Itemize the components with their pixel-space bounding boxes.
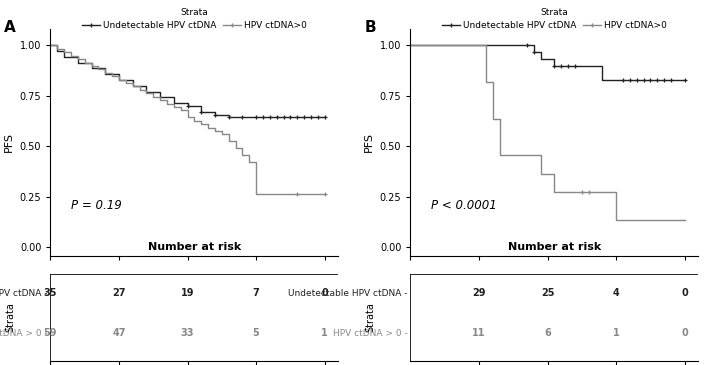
Text: 47: 47 [112,328,126,338]
Text: Number at risk: Number at risk [148,242,241,252]
Text: 33: 33 [181,328,194,338]
Legend: Undetectable HPV ctDNA, HPV ctDNA>0: Undetectable HPV ctDNA, HPV ctDNA>0 [78,4,310,34]
Text: HPV ctDNA > 0 -: HPV ctDNA > 0 - [0,329,48,338]
Text: P = 0.19: P = 0.19 [71,199,121,212]
Text: 6: 6 [544,328,551,338]
Text: 1: 1 [321,328,328,338]
Text: 0: 0 [321,288,328,298]
Text: 7: 7 [253,288,259,298]
Text: Undetectable HPV ctDNA -: Undetectable HPV ctDNA - [0,288,48,297]
Text: 25: 25 [541,288,554,298]
Text: Undetectable HPV ctDNA -: Undetectable HPV ctDNA - [288,288,408,297]
Text: 29: 29 [472,288,486,298]
Text: Number at risk: Number at risk [508,242,601,252]
Text: 1: 1 [613,328,619,338]
Text: B: B [364,20,376,35]
Y-axis label: PFS: PFS [364,132,374,152]
Text: 59: 59 [44,328,57,338]
Legend: Undetectable HPV ctDNA, HPV ctDNA>0: Undetectable HPV ctDNA, HPV ctDNA>0 [438,4,670,34]
Text: 0: 0 [681,288,688,298]
Text: Strata: Strata [365,303,375,333]
Text: 35: 35 [44,288,57,298]
Text: 11: 11 [472,328,486,338]
Y-axis label: PFS: PFS [4,132,14,152]
Text: HPV ctDNA > 0 -: HPV ctDNA > 0 - [333,329,408,338]
Text: 19: 19 [181,288,194,298]
Text: A: A [4,20,16,35]
Text: Strata: Strata [5,303,15,333]
Text: 4: 4 [613,288,619,298]
Text: P < 0.0001: P < 0.0001 [431,199,496,212]
Text: 27: 27 [112,288,126,298]
Text: 0: 0 [681,328,688,338]
Text: 5: 5 [253,328,259,338]
